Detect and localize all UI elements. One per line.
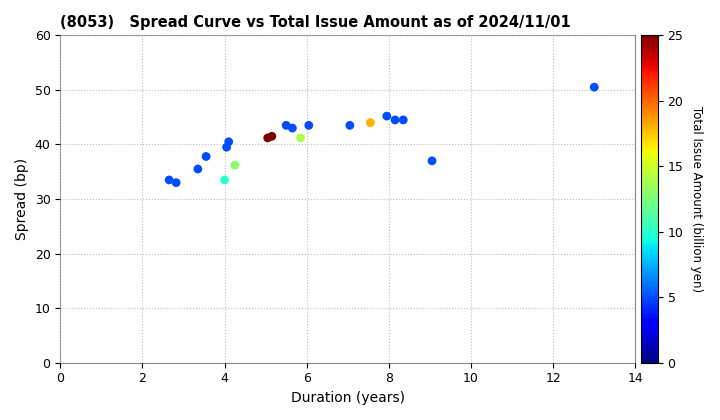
Point (303, 122, 315, 129)
Point (397, 116, 409, 123)
Y-axis label: Total Issue Amount (billion yen): Total Issue Amount (billion yen) (690, 106, 703, 292)
Point (294, 134, 306, 141)
Y-axis label: Spread (bp): Spread (bp) (15, 158, 29, 240)
Point (287, 125, 298, 131)
Point (221, 144, 233, 150)
Point (192, 165, 204, 172)
Point (229, 162, 240, 168)
Point (364, 119, 376, 126)
Point (163, 176, 175, 183)
Point (390, 116, 401, 123)
Point (171, 179, 182, 186)
Point (223, 138, 235, 145)
Text: (8053)   Spread Curve vs Total Issue Amount as of 2024/11/01: (8053) Spread Curve vs Total Issue Amoun… (60, 15, 571, 30)
Point (426, 158, 438, 164)
X-axis label: Duration (years): Duration (years) (291, 391, 405, 405)
Point (266, 133, 278, 139)
Point (344, 122, 356, 129)
Point (588, 84, 600, 91)
Point (280, 122, 292, 129)
Point (219, 176, 230, 183)
Point (381, 113, 392, 119)
Point (200, 153, 212, 160)
Point (262, 134, 274, 141)
